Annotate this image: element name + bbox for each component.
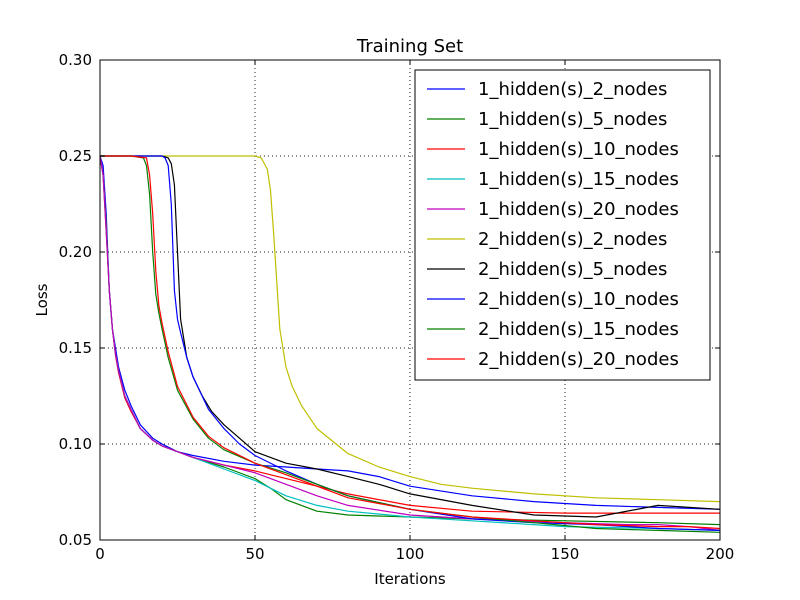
legend-box <box>414 69 711 381</box>
legend-label: 1_hidden(s)_15_nodes <box>478 169 679 190</box>
legend-label: 2_hidden(s)_20_nodes <box>478 349 679 370</box>
x-tick-label: 100 <box>396 545 425 563</box>
y-tick-label: 0.25 <box>59 147 92 165</box>
legend-label: 1_hidden(s)_2_nodes <box>478 79 667 100</box>
x-tick-label: 0 <box>95 545 105 563</box>
x-tick-label: 150 <box>551 545 580 563</box>
series-lines <box>99 155 721 533</box>
y-axis-label: Loss <box>33 283 51 316</box>
legend-label: 2_hidden(s)_10_nodes <box>478 289 679 310</box>
y-tick-label: 0.05 <box>59 531 92 549</box>
x-axis-label: Iterations <box>374 570 446 588</box>
y-tick-label: 0.15 <box>59 339 92 357</box>
y-tick-label: 0.20 <box>59 243 92 261</box>
series-line-6 <box>100 155 721 503</box>
legend: 1_hidden(s)_2_nodes 1_hidden(s)_5_nodes 1_… <box>414 69 711 381</box>
legend-label: 1_hidden(s)_10_nodes <box>478 139 679 160</box>
series-line-7 <box>100 155 721 518</box>
axis-ticks: 0 50 100 150 200 0.05 0.10 0.15 0.20 0.25 0.30 <box>59 51 735 563</box>
legend-label: 2_hidden(s)_5_nodes <box>478 259 667 280</box>
series-line-8 <box>100 155 721 531</box>
legend-label: 2_hidden(s)_15_nodes <box>478 319 679 340</box>
legend-label: 1_hidden(s)_20_nodes <box>478 199 679 220</box>
x-tick-label: 50 <box>245 545 264 563</box>
legend-label: 1_hidden(s)_5_nodes <box>478 109 667 130</box>
y-tick-label: 0.10 <box>59 435 92 453</box>
x-tick-label: 200 <box>706 545 735 563</box>
y-tick-label: 0.30 <box>59 51 92 69</box>
chart-title: Training Set <box>356 36 463 57</box>
series-line-10 <box>100 155 721 530</box>
legend-label: 2_hidden(s)_2_nodes <box>478 229 667 250</box>
